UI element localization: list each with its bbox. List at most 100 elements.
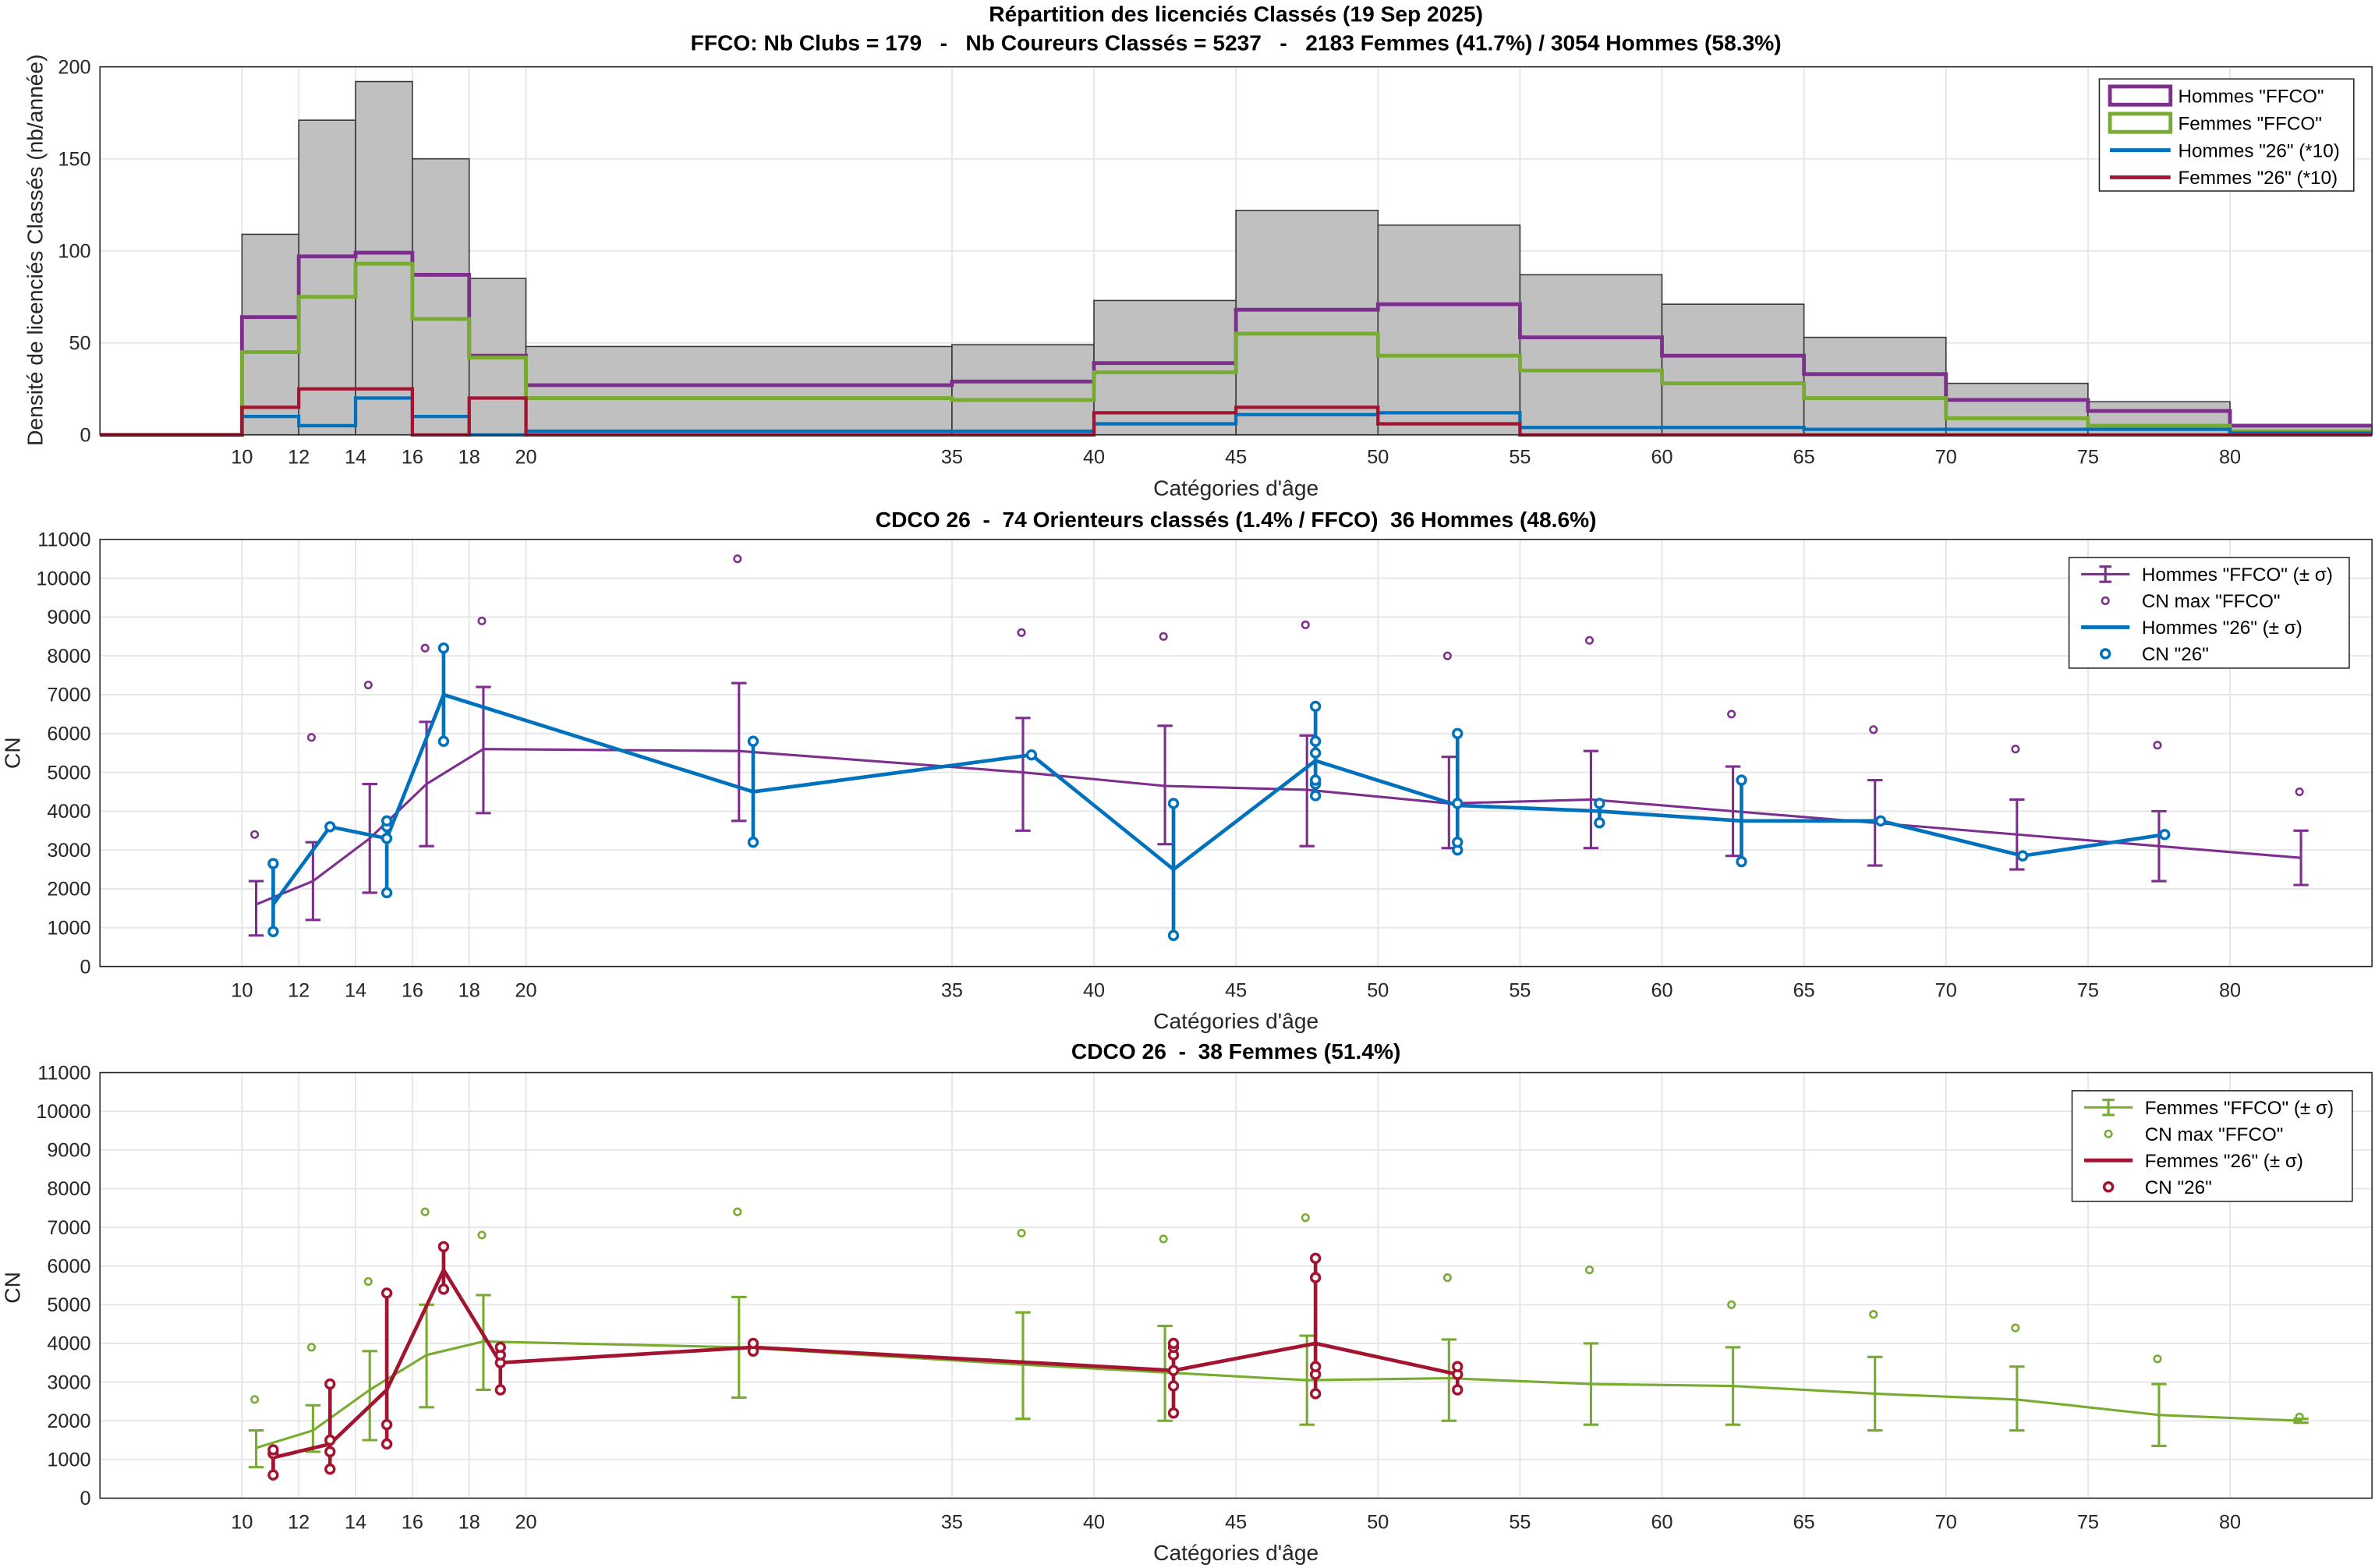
ffco-errorbar (1725, 1346, 1741, 1426)
club-cn-point (1309, 790, 1322, 802)
x-tick-label: 16 (402, 1511, 423, 1533)
x-tick-label: 20 (515, 979, 537, 1001)
chart-3-xlabel: Catégories d'âge (1153, 1541, 1318, 1565)
club-cn-point (1309, 1361, 1322, 1372)
histogram-bar (1803, 336, 1947, 436)
histogram-bar (1377, 224, 1521, 436)
ffco-cn-max-point (1869, 1310, 1878, 1319)
club-cn-point (747, 837, 759, 848)
ffco-errorbar (362, 1350, 377, 1442)
ffco-errorbar (1015, 1311, 1031, 1421)
y-tick-label: 1000 (47, 918, 90, 940)
y-tick-label: 0 (80, 424, 91, 446)
x-tick-label: 80 (2219, 979, 2241, 1001)
x-tick-label: 60 (1651, 1511, 1672, 1533)
ffco-errorbar (1867, 778, 1883, 867)
club-cn-point (1874, 815, 1887, 827)
club-cn-point (1309, 1252, 1322, 1264)
ffco-errorbar (1299, 734, 1315, 848)
ffco-cn-max-point (2295, 787, 2304, 797)
x-tick-label: 80 (2219, 447, 2241, 469)
legend-label: CN max "FFCO" (2142, 591, 2281, 612)
legend-label: Femmes "26" (*10) (2178, 168, 2338, 189)
histogram-bar (1093, 299, 1237, 436)
ffco-cn-max-point (1301, 1213, 1310, 1223)
x-tick-label: 20 (515, 1511, 537, 1533)
y-tick-label: 9000 (47, 607, 90, 628)
legend-swatch-errorbar (2084, 1098, 2133, 1117)
x-tick-label: 45 (1225, 979, 1247, 1001)
club-cn-point (380, 887, 393, 899)
ffco-cn-max-point (1301, 620, 1310, 629)
ffco-cn-max-point (2153, 741, 2162, 750)
ffco-cn-max-point (2153, 1354, 2162, 1364)
club-cn-point (1167, 1407, 1180, 1419)
x-tick-label: 14 (345, 1511, 366, 1533)
x-tick-label: 55 (1509, 979, 1531, 1001)
legend-label: CN max "FFCO" (2145, 1124, 2284, 1145)
chart-1-xlabel: Catégories d'âge (1153, 476, 1318, 500)
ffco-errorbar (1157, 724, 1173, 846)
club-cn-point (1452, 727, 1464, 739)
club-cn-point (1309, 735, 1322, 747)
club-cn-point (380, 815, 393, 827)
x-tick-label: 50 (1367, 447, 1389, 469)
ffco-errorbar (248, 880, 264, 937)
club-cn-point (437, 642, 450, 654)
histogram-bar (298, 119, 356, 436)
ffco-errorbar (476, 1294, 491, 1392)
chart-1-subtitle: FFCO: Nb Clubs = 179 - Nb Coureurs Class… (691, 30, 1782, 55)
ffco-errorbar (248, 1429, 264, 1469)
club-cn-point (1309, 774, 1322, 786)
x-tick-label: 10 (231, 979, 253, 1001)
y-tick-label: 100 (58, 240, 90, 262)
y-tick-label: 10000 (36, 1101, 90, 1123)
ffco-errorbar (1157, 1325, 1173, 1422)
ffco-cn-max-point (2011, 1323, 2020, 1333)
y-tick-label: 4000 (47, 1333, 90, 1355)
histogram-bar (1945, 382, 2089, 436)
x-tick-label: 60 (1651, 979, 1672, 1001)
legend-box (2068, 557, 2350, 669)
chart-1: 10 12 14 16 18 20 35 40 45 50 55 60 65 70 75 80 0 50 100 15… (58, 56, 2373, 469)
club-cn-point (437, 1283, 450, 1295)
x-tick-label: 12 (288, 1511, 310, 1533)
club-cn-point (1025, 749, 1038, 761)
legend-label: CN "26" (2142, 644, 2209, 665)
y-tick-label: 5000 (47, 1294, 90, 1316)
y-tick-label: 8000 (47, 646, 90, 667)
ffco-cn-max-point (363, 680, 373, 690)
ffco-cn-max-point (1727, 1300, 1736, 1309)
ffco-mean-line (256, 1340, 2302, 1449)
x-tick-label: 65 (1793, 979, 1815, 1001)
x-tick-label: 60 (1651, 447, 1672, 469)
club-cn-point (324, 1446, 336, 1458)
x-tick-label: 18 (458, 979, 480, 1001)
ffco-cn-max-point (1159, 1234, 1168, 1244)
x-tick-label: 65 (1793, 447, 1815, 469)
club-cn-point (380, 833, 393, 844)
chart-2-ylabel: CN (0, 737, 24, 769)
x-tick-label: 65 (1793, 1511, 1815, 1533)
legend-label: Hommes "26" (± σ) (2142, 618, 2302, 639)
ffco-errorbar (1015, 717, 1031, 832)
legend-label: Hommes "FFCO" (± σ) (2142, 565, 2333, 586)
x-tick-label: 40 (1083, 979, 1105, 1001)
x-tick-label: 75 (2077, 447, 2099, 469)
ffco-cn-max-point (1727, 710, 1736, 719)
x-tick-label: 70 (1935, 1511, 1957, 1533)
x-tick-label: 75 (2077, 1511, 2099, 1533)
club-cn-point (1736, 774, 1747, 786)
x-tick-label: 55 (1509, 1511, 1531, 1533)
y-tick-label: 8000 (47, 1178, 90, 1200)
club-cn-point (267, 1469, 279, 1481)
club-mean-line (271, 692, 2165, 906)
y-tick-label: 0 (80, 956, 91, 978)
legend-label: Hommes "FFCO" (2178, 86, 2324, 107)
ffco-errorbar (1441, 1338, 1457, 1422)
ffco-errorbar (2009, 1365, 2025, 1432)
club-cn-point (1167, 1337, 1180, 1350)
histogram-bar (1235, 210, 1379, 436)
x-tick-label: 50 (1367, 979, 1389, 1001)
